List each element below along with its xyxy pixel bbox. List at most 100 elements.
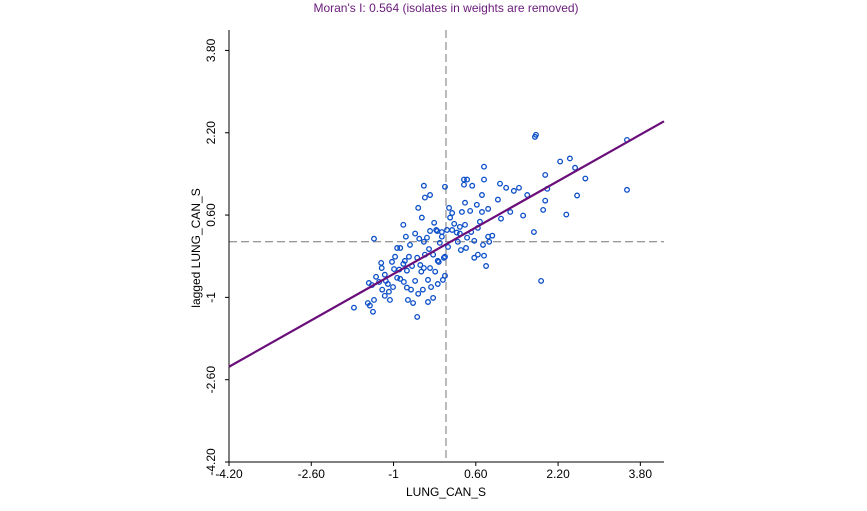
- point: [397, 245, 404, 251]
- point: [410, 300, 417, 306]
- point: [418, 214, 425, 221]
- point: [467, 207, 474, 214]
- point: [401, 257, 408, 264]
- point: [427, 228, 433, 234]
- point: [456, 223, 463, 230]
- point: [434, 281, 441, 287]
- x-tick-label: 0.60: [464, 467, 488, 481]
- point: [394, 245, 401, 251]
- point: [440, 254, 447, 261]
- point: [370, 308, 376, 315]
- y-tick-label: -4.20: [204, 448, 218, 476]
- point: [439, 276, 446, 283]
- x-tick-label: 3.80: [629, 467, 653, 481]
- point: [414, 313, 421, 320]
- point: [435, 258, 442, 265]
- point: [400, 278, 407, 285]
- point: [542, 171, 549, 178]
- point: [412, 230, 419, 237]
- point: [416, 235, 423, 242]
- point: [464, 234, 471, 241]
- point: [557, 158, 564, 165]
- point: [403, 284, 410, 291]
- point: [624, 186, 630, 193]
- point: [417, 262, 424, 268]
- point: [463, 245, 469, 251]
- point: [390, 284, 396, 291]
- y-tick-label: 0.60: [204, 203, 218, 227]
- point: [371, 296, 377, 303]
- point: [540, 206, 547, 213]
- point: [530, 229, 537, 235]
- regression-line: [228, 120, 665, 368]
- point: [469, 182, 476, 189]
- point: [489, 232, 496, 239]
- point: [531, 133, 538, 140]
- point: [433, 227, 440, 233]
- point: [442, 253, 448, 260]
- point: [371, 235, 377, 242]
- point: [464, 176, 471, 183]
- y-axis-label: lagged LUNG_CAN_S: [189, 188, 203, 307]
- point: [404, 296, 411, 303]
- point: [402, 233, 409, 240]
- point: [420, 238, 427, 245]
- point: [462, 199, 468, 206]
- point: [432, 268, 439, 275]
- point: [434, 257, 441, 264]
- point: [415, 290, 422, 297]
- point: [444, 227, 450, 233]
- point: [542, 197, 549, 204]
- point: [507, 209, 514, 215]
- x-tick-label: 2.20: [546, 467, 570, 481]
- point: [379, 286, 386, 293]
- point: [373, 273, 380, 280]
- point: [385, 288, 392, 295]
- point: [381, 292, 388, 299]
- point: [430, 294, 437, 301]
- point: [420, 182, 427, 189]
- point: [453, 229, 460, 236]
- point: [438, 229, 445, 235]
- point: [438, 233, 445, 240]
- point: [389, 258, 395, 265]
- point: [427, 265, 433, 271]
- point: [498, 215, 504, 222]
- y-tick-label: 3.80: [204, 38, 218, 62]
- point: [446, 204, 453, 211]
- x-tick-label: -4.20: [215, 467, 243, 481]
- point: [485, 205, 492, 212]
- point: [457, 247, 464, 253]
- point: [431, 219, 438, 226]
- point: [426, 246, 432, 252]
- point: [447, 214, 454, 221]
- point: [474, 251, 481, 258]
- point: [421, 194, 428, 201]
- point: [415, 204, 422, 211]
- point: [412, 277, 419, 284]
- point: [406, 253, 412, 260]
- point: [397, 275, 404, 282]
- y-tick-label: 2.20: [204, 121, 218, 145]
- point: [483, 263, 490, 269]
- point: [566, 155, 573, 162]
- point: [378, 259, 385, 266]
- chart-title: Moran's I: 0.564 (isolates in weights ar…: [313, 1, 578, 15]
- point: [471, 254, 478, 261]
- point: [563, 211, 570, 218]
- point: [386, 296, 393, 303]
- point: [400, 221, 407, 228]
- point: [394, 274, 401, 281]
- point: [424, 234, 430, 241]
- point: [510, 187, 517, 194]
- point: [481, 252, 487, 259]
- point: [497, 180, 503, 187]
- y-tick-label: -1: [204, 292, 218, 303]
- point: [520, 212, 527, 219]
- point: [480, 241, 486, 248]
- point: [425, 276, 431, 283]
- point: [574, 192, 581, 199]
- point: [442, 183, 448, 190]
- point: [419, 286, 426, 293]
